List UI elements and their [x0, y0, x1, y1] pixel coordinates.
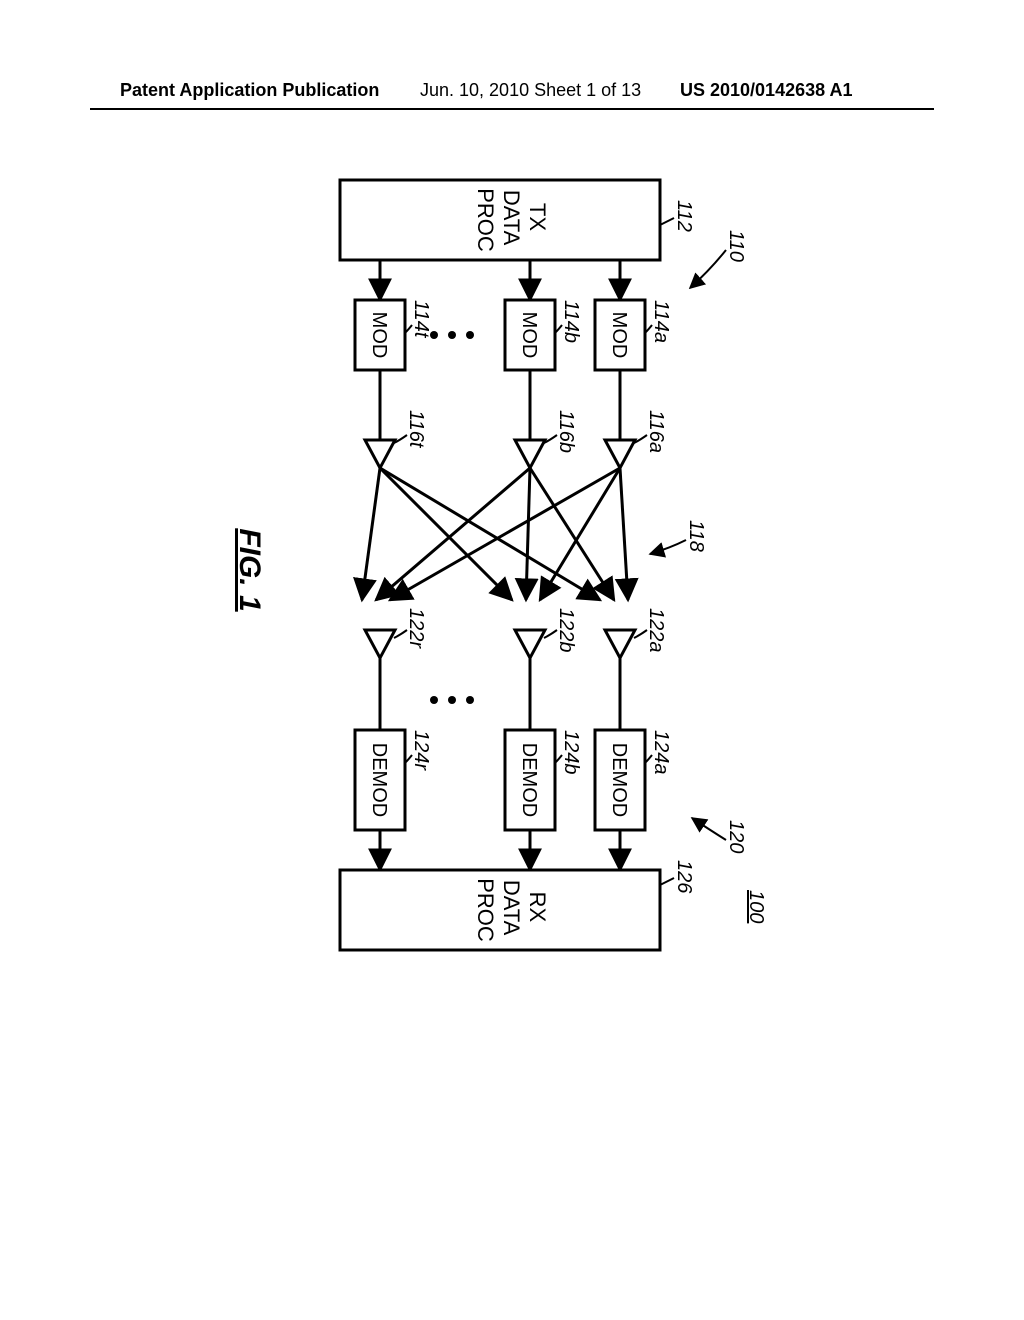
ref-114a: 114a — [650, 300, 672, 343]
ref-124b: 124b — [560, 730, 582, 775]
ref-126: 126 — [673, 860, 695, 894]
tx-antenna-t — [365, 440, 395, 468]
ref-122r: 122r — [405, 608, 427, 649]
ref-110: 110 — [725, 230, 747, 262]
demod-a-label: DEMOD — [608, 743, 630, 817]
mod-t-label: MOD — [368, 312, 390, 359]
ref-122b: 122b — [555, 608, 577, 653]
page: Patent Application Publication Jun. 10, … — [0, 0, 1024, 1320]
ref-120: 120 — [725, 820, 747, 853]
demod-b-label: DEMOD — [518, 743, 540, 817]
demod-r-label: DEMOD — [368, 743, 390, 817]
rx-antenna-a — [605, 630, 635, 658]
tx-antenna-b — [515, 440, 545, 468]
ref-116b: 116b — [555, 410, 577, 453]
ref-124a: 124a — [650, 730, 672, 775]
ref-116a: 116a — [645, 410, 667, 453]
ref-114t: 114t — [410, 300, 432, 339]
tx-antenna-a — [605, 440, 635, 468]
page-header: Patent Application Publication Jun. 10, … — [0, 80, 1024, 110]
header-pubnum: US 2010/0142638 A1 — [680, 80, 852, 101]
header-publication: Patent Application Publication — [120, 80, 379, 101]
ref-100: 100 — [745, 890, 767, 923]
mod-a-label: MOD — [608, 312, 630, 359]
rx-antenna-r — [365, 630, 395, 658]
mod-b-label: MOD — [518, 312, 540, 359]
rx-antenna-b — [515, 630, 545, 658]
ref-118: 118 — [685, 520, 707, 552]
ref-116t: 116t — [405, 410, 427, 449]
header-rule — [90, 108, 934, 110]
diagram-svg: TX DATA PROC 112 110 MOD 114a MOD 114b — [90, 170, 910, 970]
figure-caption: FIG. 1 — [233, 528, 266, 611]
ref-122a: 122a — [645, 608, 667, 653]
ref-112: 112 — [673, 200, 695, 232]
figure-1-diagram: TX DATA PROC 112 110 MOD 114a MOD 114b — [90, 170, 910, 970]
ref-114b: 114b — [560, 300, 582, 343]
header-date-sheet: Jun. 10, 2010 Sheet 1 of 13 — [420, 80, 641, 101]
ref-124r: 124r — [410, 730, 432, 771]
